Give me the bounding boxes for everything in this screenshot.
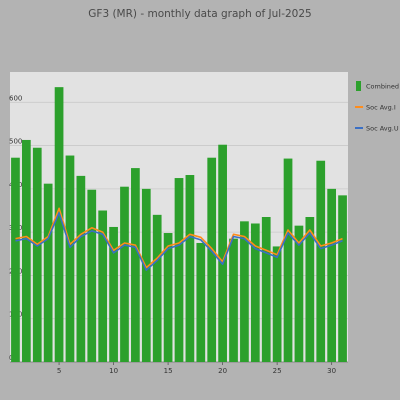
y-tick-label: 600 [9, 94, 22, 102]
bar [305, 217, 315, 362]
bar [163, 233, 173, 362]
bar [120, 186, 129, 362]
x-tick-label: 10 [109, 367, 118, 375]
x-tick-label: 25 [273, 367, 282, 375]
chart-title: GF3 (MR) - monthly data graph of Jul-202… [88, 8, 311, 20]
legend-label: Soc Avg.U [366, 125, 399, 133]
bar [240, 221, 249, 362]
bar [229, 238, 238, 362]
bar [141, 188, 151, 362]
bar-series [11, 87, 347, 362]
legend-label: Combined Inlet [366, 83, 400, 91]
legend-label: Soc Avg.I [366, 104, 396, 112]
bar [250, 223, 260, 362]
x-tick-label: 5 [57, 367, 61, 375]
bar [32, 147, 42, 362]
legend: Combined Inlet Soc Avg.I Soc Avg.U [355, 81, 400, 133]
x-tick-label: 20 [218, 367, 227, 375]
bar [43, 183, 53, 362]
y-tick-label: 500 [9, 138, 22, 146]
bar [261, 217, 271, 362]
bar [76, 175, 86, 362]
bar [152, 214, 162, 362]
bar [272, 246, 282, 362]
bar [87, 189, 97, 362]
bar [294, 225, 304, 362]
bar [11, 157, 20, 362]
x-tick-label: 30 [327, 367, 336, 375]
bar [196, 242, 206, 362]
bar [338, 195, 347, 362]
bar [131, 168, 140, 362]
bar [98, 210, 108, 362]
bar [207, 157, 217, 362]
bar [174, 178, 184, 362]
series-line [15, 207, 343, 269]
legend-swatch [356, 81, 361, 91]
bar [316, 160, 326, 362]
bar [327, 188, 337, 362]
line-series [15, 207, 343, 272]
bar [54, 87, 64, 362]
x-tick-label: 15 [164, 367, 173, 375]
bar [218, 144, 227, 362]
bar [109, 226, 118, 362]
bar [65, 155, 75, 362]
bar [185, 175, 195, 362]
bar [21, 139, 31, 362]
series-line [15, 211, 343, 272]
bar [283, 158, 293, 362]
